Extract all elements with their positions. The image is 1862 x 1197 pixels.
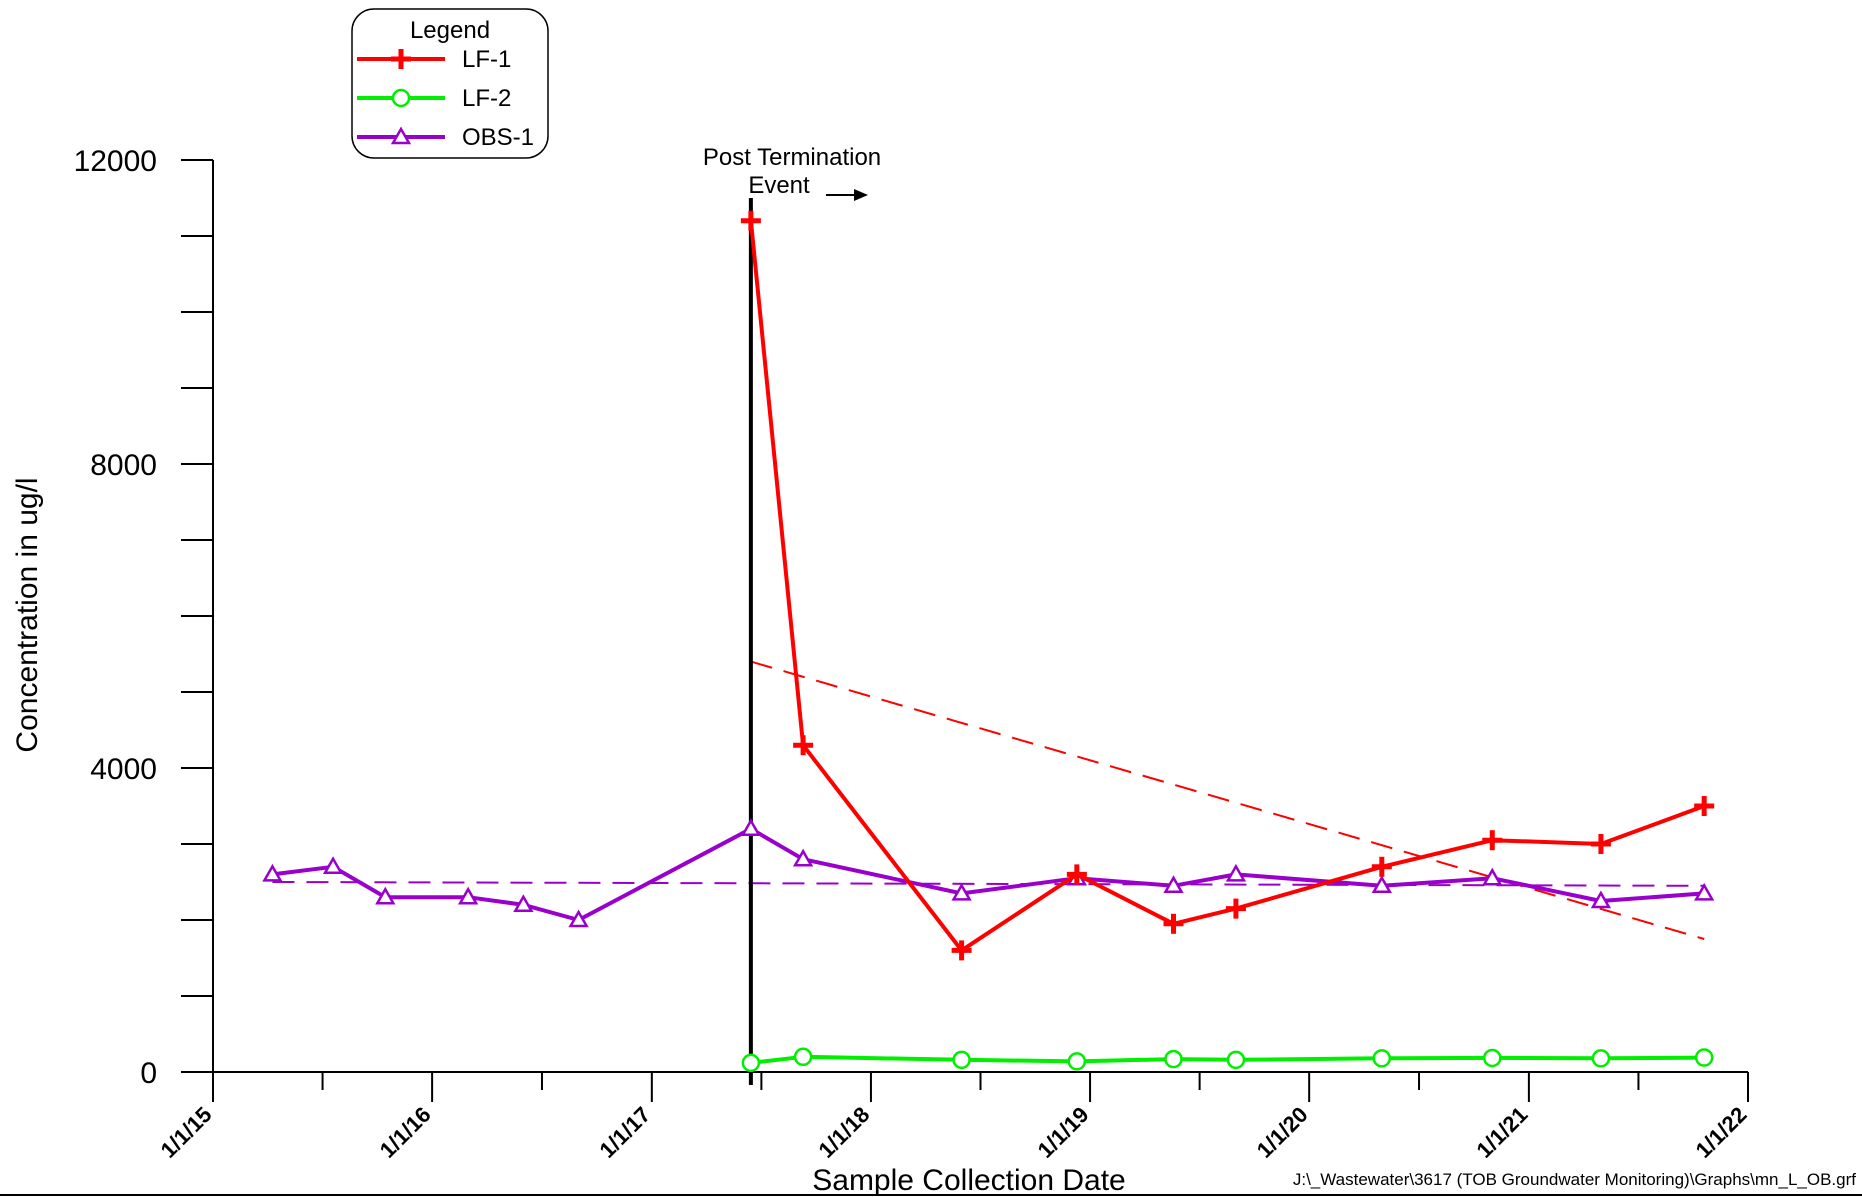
point-obs-1 <box>1225 863 1247 882</box>
point-obs-1 <box>740 818 762 837</box>
legend-entry-lf-2: LF-2 <box>357 85 511 112</box>
point-lf-1 <box>1694 796 1715 816</box>
point-obs-1 <box>457 886 479 905</box>
y-tick-label: 4000 <box>90 753 157 786</box>
axes: 0 4000 8000 12000 1/1/15 1/1/16 1/1/17 1/1/18 1/… <box>74 145 1752 1163</box>
point-lf-1 <box>1371 856 1392 877</box>
x-tick-label: 1/1/22 <box>1691 1102 1752 1163</box>
point-lf-1 <box>1066 864 1087 885</box>
point-lf-1 <box>951 940 972 961</box>
point-lf-1 <box>740 210 761 231</box>
legend-label-obs-1: OBS-1 <box>462 124 534 151</box>
point-lf-2 <box>793 1047 813 1067</box>
point-lf-2 <box>1591 1049 1611 1068</box>
point-lf-2 <box>1164 1049 1183 1069</box>
point-obs-1 <box>1694 882 1715 901</box>
point-obs-1 <box>375 886 396 905</box>
trendlines <box>272 660 1705 940</box>
point-obs-1 <box>951 882 972 901</box>
point-obs-1 <box>322 856 344 875</box>
event-marker: Post Termination Event <box>703 144 881 1085</box>
x-axis-title: Sample Collection Date <box>812 1164 1126 1197</box>
trendline-lf-1 <box>750 660 1705 940</box>
legend-entry-lf-1: LF-1 <box>357 46 511 73</box>
point-lf-1 <box>1163 913 1184 934</box>
point-obs-1 <box>262 863 283 882</box>
point-obs-1 <box>792 848 814 867</box>
point-lf-2 <box>1226 1050 1246 1070</box>
y-tick-label: 0 <box>140 1057 157 1090</box>
x-tick-label: 1/1/18 <box>814 1102 875 1163</box>
y-axis-title: Concentration in ug/l <box>11 477 44 752</box>
x-tick-label: 1/1/15 <box>156 1102 217 1163</box>
legend-marker-lf-2 <box>391 88 411 108</box>
series-lf-1 <box>740 210 1715 961</box>
series-lf-2 <box>741 1047 1714 1073</box>
point-lf-1 <box>1225 898 1246 919</box>
point-lf-2 <box>1483 1048 1502 1068</box>
event-arrow-head <box>854 189 868 201</box>
x-tick-label: 1/1/19 <box>1033 1102 1094 1163</box>
x-tick-label: 1/1/17 <box>594 1102 655 1163</box>
point-obs-1 <box>568 909 589 928</box>
x-tick-label: 1/1/21 <box>1471 1102 1532 1163</box>
point-lf-2 <box>741 1053 761 1073</box>
event-label-line2: Event <box>748 172 810 199</box>
x-tick-label: 1/1/20 <box>1252 1102 1313 1163</box>
point-obs-1 <box>1163 875 1184 894</box>
point-lf-1 <box>793 735 814 756</box>
y-tick-label: 12000 <box>74 145 157 178</box>
point-lf-2 <box>952 1050 971 1070</box>
point-lf-1 <box>1482 830 1503 851</box>
point-lf-2 <box>1067 1052 1087 1071</box>
series-line-lf-1 <box>748 220 1705 953</box>
series-line-obs-1 <box>272 826 1705 922</box>
series-layer <box>262 210 1715 1073</box>
series-obs-1 <box>262 818 1715 928</box>
legend: Legend LF-1 LF-2 OBS-1 <box>351 8 549 159</box>
trendline-obs-1 <box>272 881 1705 887</box>
legend-entry-obs-1: OBS-1 <box>357 124 534 151</box>
event-label-line1: Post Termination <box>703 144 881 171</box>
legend-entries: LF-1 LF-2 OBS-1 <box>357 46 534 151</box>
series-line-lf-2 <box>750 1054 1705 1065</box>
point-lf-2 <box>1372 1049 1392 1068</box>
point-obs-1 <box>1590 890 1612 909</box>
point-lf-1 <box>1590 834 1611 854</box>
y-tick-label: 8000 <box>90 449 157 482</box>
point-obs-1 <box>513 894 534 913</box>
point-lf-2 <box>1694 1048 1714 1067</box>
legend-marker-lf-1 <box>391 49 411 69</box>
point-obs-1 <box>1371 875 1392 894</box>
x-tick-label: 1/1/16 <box>375 1102 436 1163</box>
legend-label-lf-1: LF-1 <box>462 46 511 73</box>
legend-title: Legend <box>410 17 490 44</box>
point-obs-1 <box>1482 867 1503 886</box>
legend-marker-obs-1 <box>390 126 412 145</box>
legend-frame <box>351 8 549 159</box>
legend-label-lf-2: LF-2 <box>462 85 511 112</box>
file-path: J:\_Wastewater\3617 (TOB Groundwater Mon… <box>1293 1170 1856 1189</box>
